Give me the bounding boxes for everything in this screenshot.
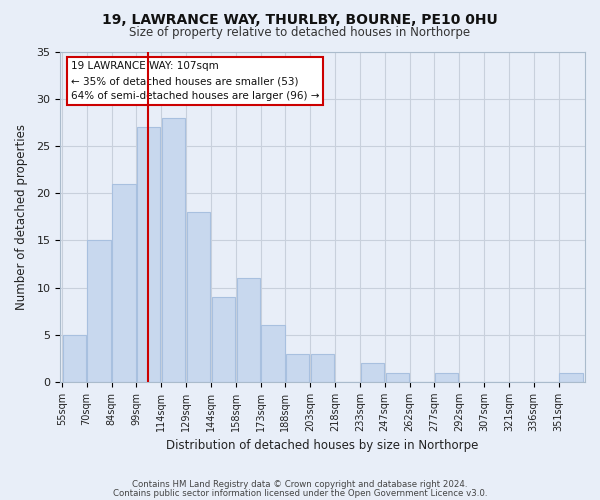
Bar bbox=[112, 184, 136, 382]
Bar bbox=[559, 372, 583, 382]
X-axis label: Distribution of detached houses by size in Northorpe: Distribution of detached houses by size … bbox=[166, 440, 479, 452]
Text: 19 LAWRANCE WAY: 107sqm
← 35% of detached houses are smaller (53)
64% of semi-de: 19 LAWRANCE WAY: 107sqm ← 35% of detache… bbox=[71, 62, 319, 101]
Bar bbox=[187, 212, 210, 382]
Bar bbox=[311, 354, 334, 382]
Bar bbox=[62, 334, 86, 382]
Text: Contains public sector information licensed under the Open Government Licence v3: Contains public sector information licen… bbox=[113, 488, 487, 498]
Bar bbox=[88, 240, 110, 382]
Y-axis label: Number of detached properties: Number of detached properties bbox=[15, 124, 28, 310]
Text: Size of property relative to detached houses in Northorpe: Size of property relative to detached ho… bbox=[130, 26, 470, 39]
Bar bbox=[137, 127, 160, 382]
Text: 19, LAWRANCE WAY, THURLBY, BOURNE, PE10 0HU: 19, LAWRANCE WAY, THURLBY, BOURNE, PE10 … bbox=[102, 12, 498, 26]
Bar bbox=[212, 297, 235, 382]
Bar bbox=[262, 326, 284, 382]
Bar bbox=[435, 372, 458, 382]
Bar bbox=[162, 118, 185, 382]
Text: Contains HM Land Registry data © Crown copyright and database right 2024.: Contains HM Land Registry data © Crown c… bbox=[132, 480, 468, 489]
Bar bbox=[286, 354, 310, 382]
Bar bbox=[386, 372, 409, 382]
Bar bbox=[361, 363, 384, 382]
Bar bbox=[236, 278, 260, 382]
